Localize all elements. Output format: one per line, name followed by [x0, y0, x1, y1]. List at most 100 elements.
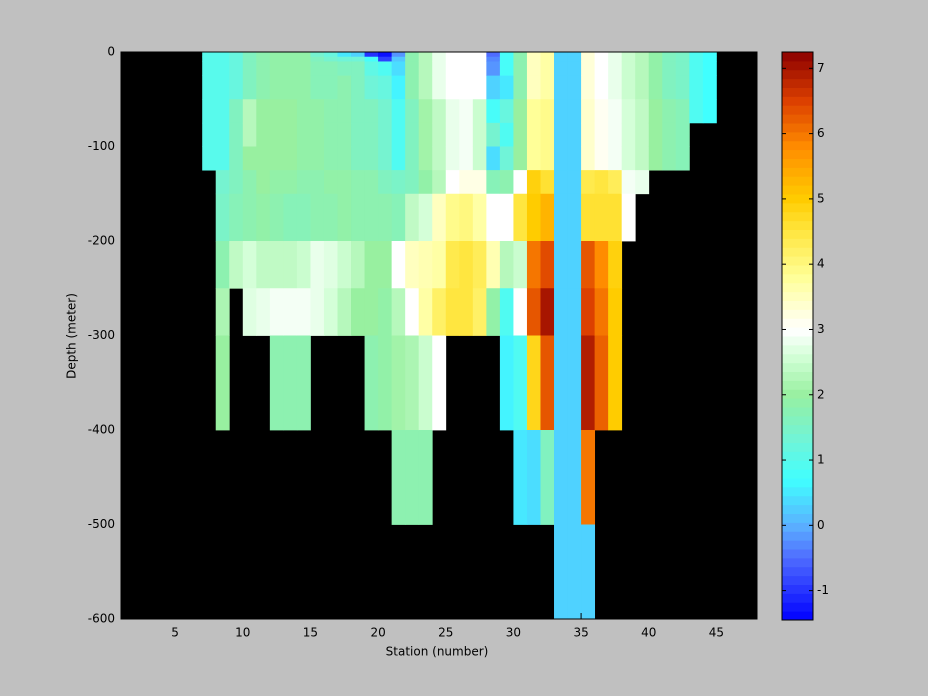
- heatmap-cell: [323, 193, 338, 242]
- colorbar-cell: [782, 238, 813, 248]
- heatmap-cell: [215, 99, 230, 124]
- colorbar-tick-label: 2: [817, 387, 825, 401]
- colorbar-tick-label: 4: [817, 257, 825, 271]
- heatmap-cell: [567, 241, 582, 289]
- colorbar-tick-label: 5: [817, 191, 825, 205]
- colorbar-cell: [782, 69, 813, 80]
- heatmap-cell: [526, 193, 541, 242]
- heatmap-cell: [323, 99, 338, 124]
- heatmap-cell: [418, 52, 433, 58]
- colorbar-cell: [782, 291, 813, 301]
- heatmap-cell: [432, 146, 447, 171]
- heatmap-cell: [526, 335, 541, 431]
- heatmap-cell: [432, 56, 447, 62]
- colorbar-tick-label: 6: [817, 126, 825, 140]
- colorbar-cell: [782, 176, 813, 186]
- heatmap-cell: [256, 193, 271, 242]
- colorbar-cell: [782, 531, 813, 541]
- heatmap-cell: [229, 52, 244, 58]
- x-tick-label: 15: [303, 626, 318, 640]
- heatmap-cell: [323, 75, 338, 100]
- heatmap-cell: [513, 170, 528, 195]
- heatmap-cell: [675, 61, 690, 77]
- heatmap-cell: [513, 52, 528, 58]
- heatmap-cell: [472, 122, 487, 147]
- colorbar-cell: [782, 185, 813, 195]
- y-tick-label: 0: [107, 45, 115, 59]
- heatmap-cell: [675, 99, 690, 124]
- heatmap-cell: [621, 61, 636, 77]
- heatmap-cell: [513, 241, 528, 289]
- heatmap-cell: [405, 52, 420, 58]
- colorbar-cell: [782, 415, 813, 426]
- heatmap-cell: [526, 99, 541, 124]
- heatmap-cell: [418, 241, 433, 289]
- heatmap-cell: [296, 335, 311, 431]
- heatmap-cell: [540, 56, 555, 62]
- heatmap-cell: [608, 75, 623, 100]
- colorbar-cell: [782, 398, 813, 408]
- colorbar-cell: [782, 495, 813, 506]
- heatmap-cell: [215, 75, 230, 100]
- heatmap-cell: [405, 75, 420, 100]
- heatmap-cell: [283, 56, 298, 62]
- heatmap-cell: [567, 122, 582, 147]
- heatmap-cell: [418, 122, 433, 147]
- heatmap-cell: [269, 193, 284, 242]
- heatmap-cell: [323, 52, 338, 58]
- colorbar-cell: [782, 131, 813, 142]
- heatmap-cell: [486, 56, 501, 62]
- heatmap-cell: [635, 75, 650, 100]
- heatmap-cell: [648, 56, 663, 62]
- colorbar-cell: [782, 123, 813, 133]
- heatmap-cell: [567, 61, 582, 77]
- x-axis-label: Station (number): [386, 645, 489, 659]
- heatmap-cell: [540, 146, 555, 171]
- heatmap-cell: [242, 170, 257, 195]
- colorbar-cell: [782, 557, 813, 568]
- colorbar-cell: [782, 442, 813, 452]
- heatmap-cell: [378, 288, 393, 336]
- colorbar-cell: [782, 140, 813, 151]
- heatmap-cell: [432, 75, 447, 100]
- heatmap-cell: [499, 56, 514, 62]
- heatmap-cell: [296, 52, 311, 58]
- heatmap-cell: [526, 241, 541, 289]
- heatmap-cell: [567, 524, 582, 620]
- heatmap-cell: [283, 170, 298, 195]
- heatmap-cell: [648, 52, 663, 58]
- heatmap-cell: [229, 146, 244, 171]
- x-tick-label: 25: [438, 626, 453, 640]
- heatmap-cell: [242, 122, 257, 147]
- colorbar-cell: [782, 371, 813, 381]
- heatmap-cell: [432, 241, 447, 289]
- y-tick-label: -500: [88, 517, 115, 531]
- heatmap-cell: [391, 241, 406, 289]
- heatmap-cell: [229, 122, 244, 147]
- heatmap-cell: [445, 52, 460, 58]
- heatmap-cell: [337, 193, 352, 242]
- heatmap-cell: [499, 241, 514, 289]
- heatmap-cell: [526, 430, 541, 525]
- heatmap-cell: [215, 241, 230, 289]
- heatmap-cell: [554, 170, 568, 195]
- heatmap-cell: [391, 288, 406, 336]
- colorbar-tick-label: 3: [817, 322, 825, 336]
- heatmap-cell: [567, 335, 582, 431]
- colorbar-cell: [782, 344, 813, 355]
- heatmap-cell: [296, 288, 311, 336]
- colorbar-cell: [782, 105, 813, 115]
- heatmap-cell: [364, 61, 379, 77]
- heatmap-cell: [567, 170, 582, 195]
- heatmap-cell: [526, 288, 541, 336]
- heatmap-cell: [648, 146, 663, 171]
- y-tick-label: -100: [88, 139, 115, 153]
- x-tick-label: 45: [709, 626, 724, 640]
- heatmap-cell: [513, 61, 528, 77]
- heatmap-cell: [215, 146, 230, 171]
- heatmap-cell: [499, 193, 514, 242]
- heatmap-cell: [378, 56, 393, 62]
- heatmap-cell: [648, 61, 663, 77]
- heatmap-cell: [445, 146, 460, 171]
- heatmap-cell: [662, 61, 677, 77]
